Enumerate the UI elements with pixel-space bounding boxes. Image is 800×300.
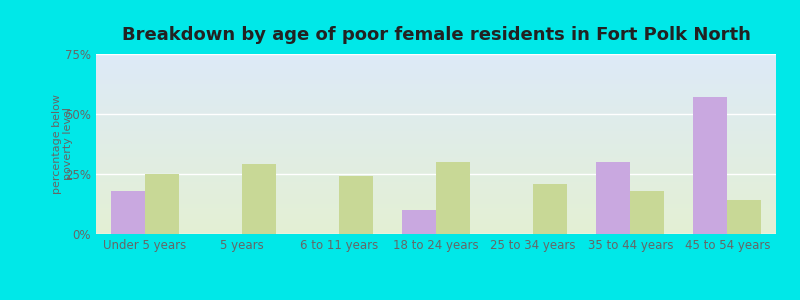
- Bar: [694, 97, 727, 234]
- Bar: [533, 184, 567, 234]
- Bar: [110, 191, 145, 234]
- Y-axis label: percentage below
poverty level: percentage below poverty level: [51, 94, 73, 194]
- Bar: [145, 174, 178, 234]
- Bar: [596, 162, 630, 234]
- Bar: [402, 210, 436, 234]
- Bar: [630, 191, 664, 234]
- Bar: [339, 176, 373, 234]
- Bar: [727, 200, 762, 234]
- Title: Breakdown by age of poor female residents in Fort Polk North: Breakdown by age of poor female resident…: [122, 26, 750, 44]
- Bar: [436, 162, 470, 234]
- Bar: [242, 164, 276, 234]
